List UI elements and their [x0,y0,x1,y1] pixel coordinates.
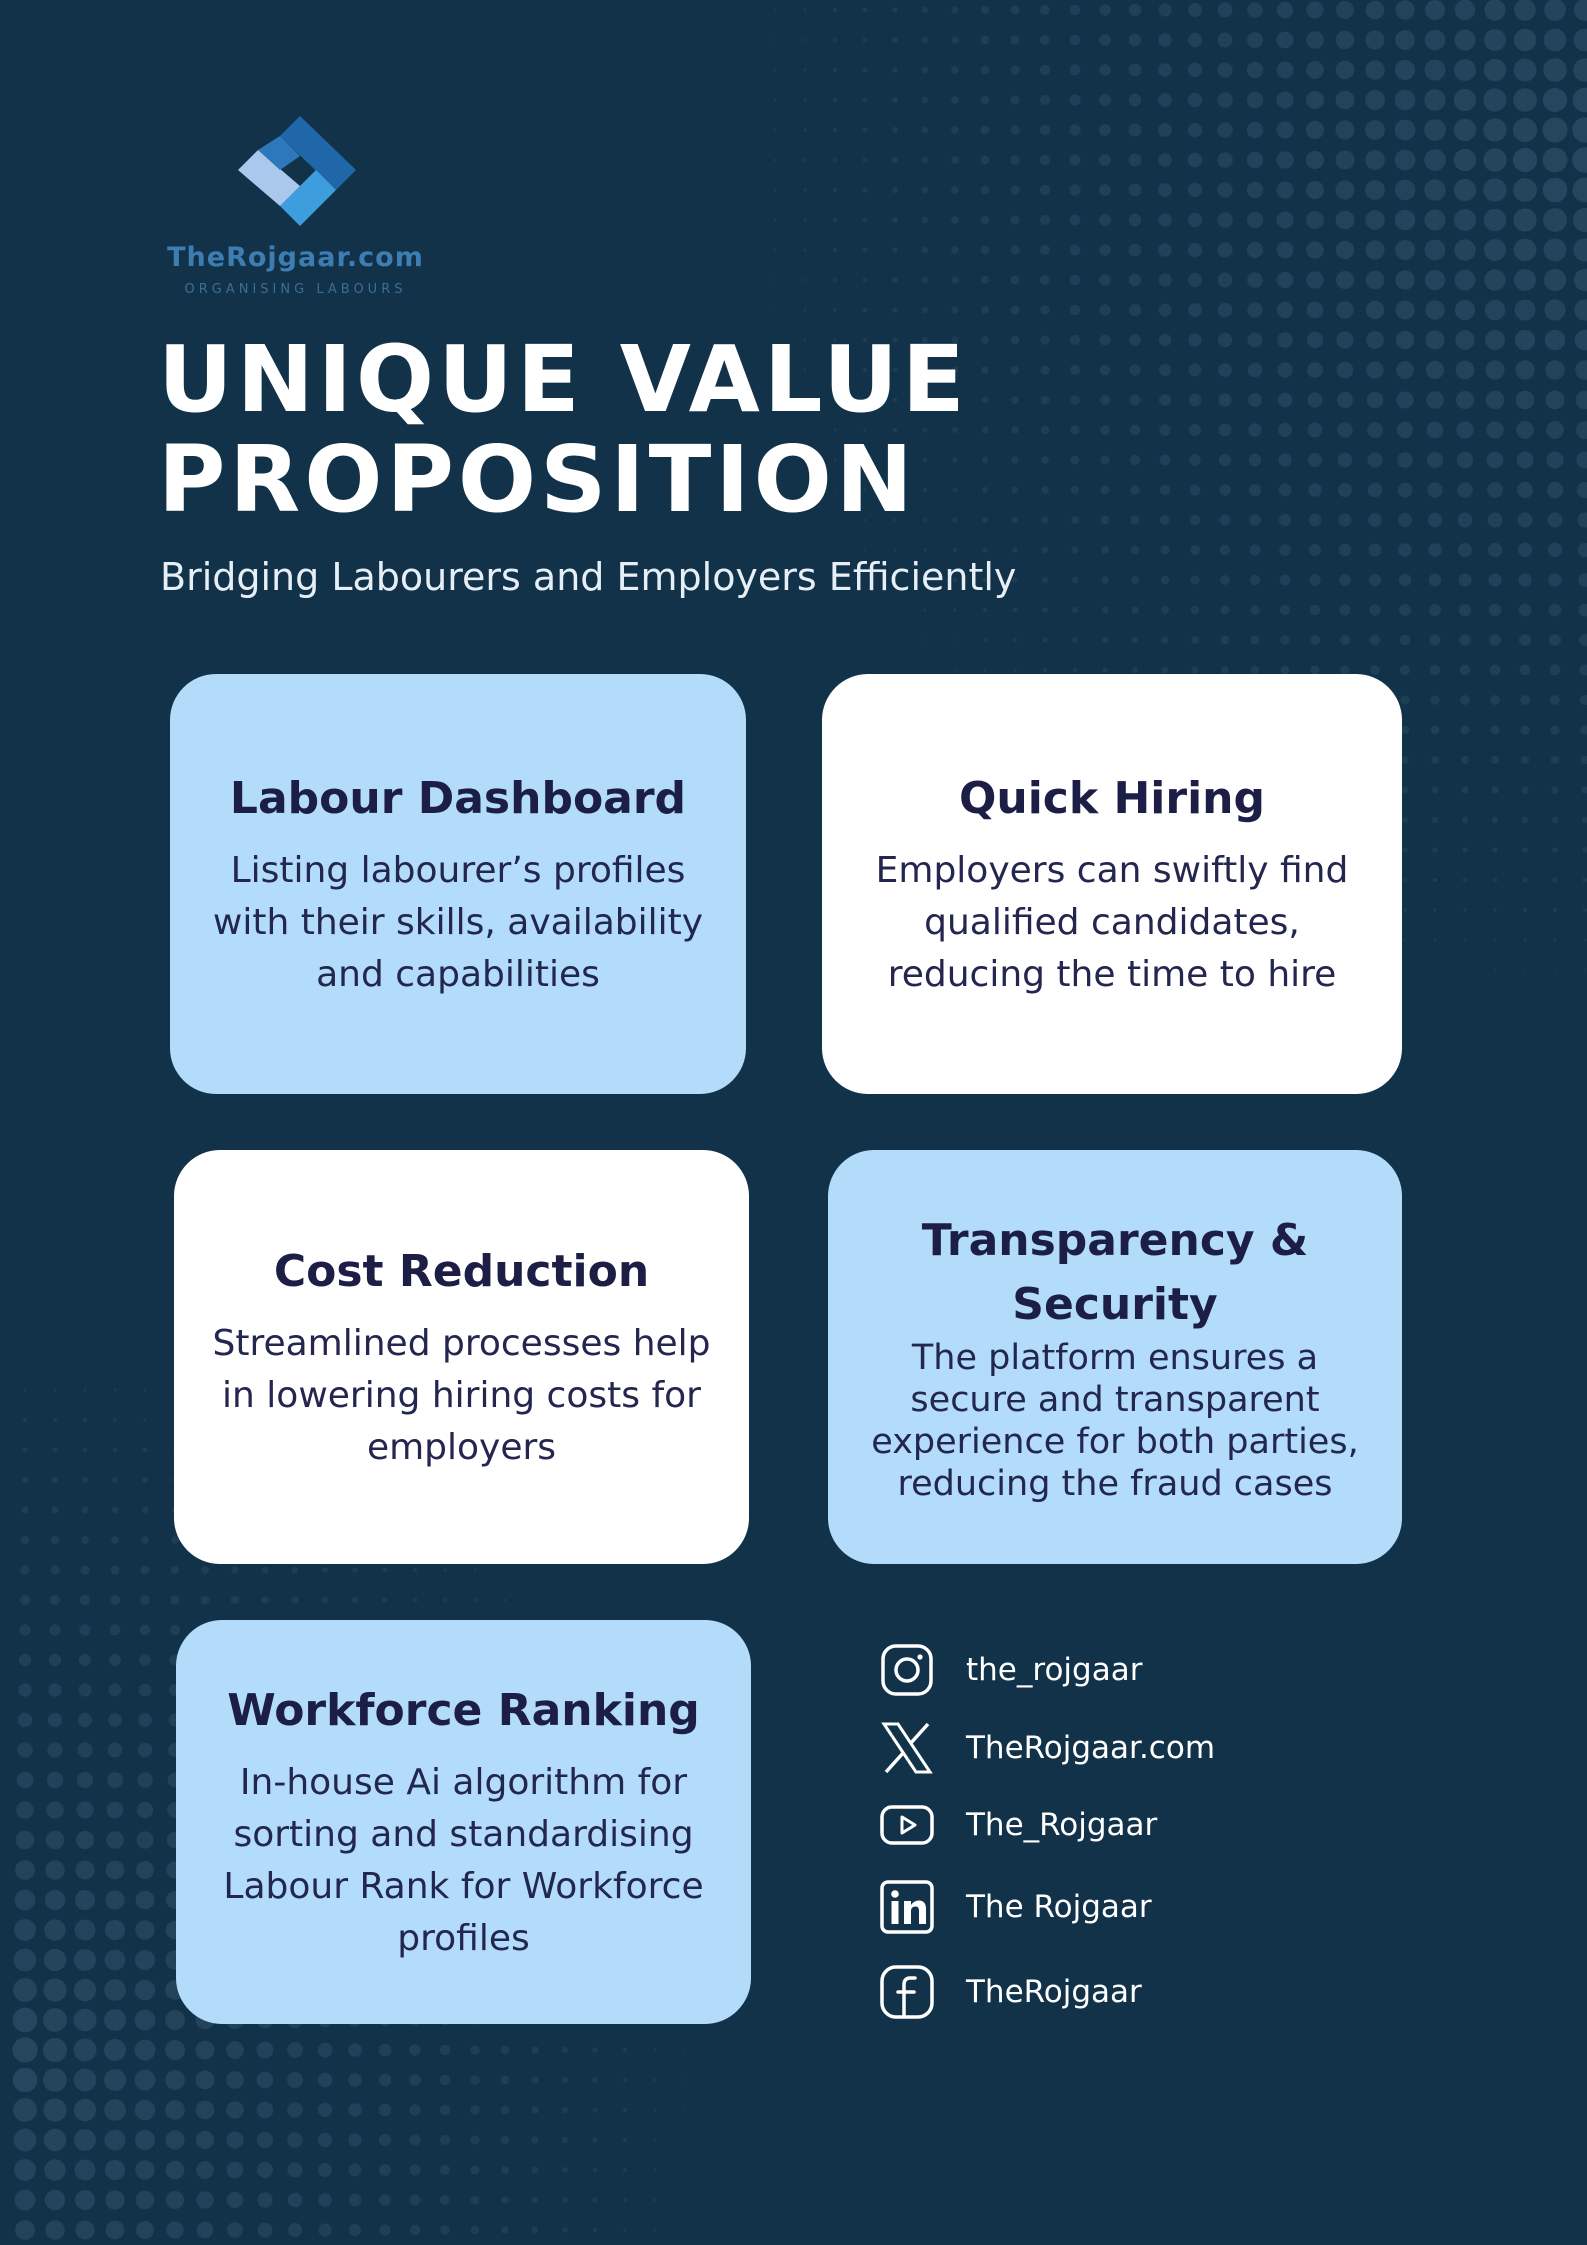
social-handle: The Rojgaar [966,1889,1152,1925]
rojgaar-logo-icon [238,116,356,226]
x-icon [881,1722,933,1774]
social-handle: the_rojgaar [966,1652,1143,1688]
brand-tagline: ORGANISING LABOURS [184,282,407,297]
card-title: Workforce Ranking [227,1685,700,1736]
page-subtitle: Bridging Labourers and Employers Efficie… [160,555,1017,599]
card-title: Cost Reduction [273,1246,650,1297]
brand-name: TheRojgaar.com [167,242,424,273]
card-text: The platform ensures a secure and transp… [871,1338,1359,1504]
card-transparency-security: Transparency & Security The platform ens… [828,1150,1402,1564]
social-handle: TheRojgaar [966,1974,1142,2010]
brand-logo: TheRojgaar.com ORGANISING LABOURS [158,112,433,302]
card-quick-hiring: Quick Hiring Employers can swiftly find … [822,674,1402,1094]
linkedin-icon [880,1880,934,1934]
instagram-icon [881,1644,933,1696]
youtube-icon [880,1805,934,1845]
page-title: UNIQUE VALUE PROPOSITION [158,330,969,530]
page-title-line-2: PROPOSITION [158,426,917,533]
social-youtube-link[interactable]: The_Rojgaar [878,1795,1157,1855]
card-text: Streamlined processes help in lowering h… [212,1323,711,1468]
social-facebook-link[interactable]: TheRojgaar [878,1962,1142,2022]
card-text: Listing labourer’s profiles with their s… [212,850,704,995]
social-handle: TheRojgaar.com [966,1730,1216,1766]
social-instagram-link[interactable]: the_rojgaar [878,1640,1142,1700]
card-workforce-ranking: Workforce Ranking In-house Ai algorithm … [176,1620,751,2024]
social-x-link[interactable]: TheRojgaar.com [878,1718,1215,1778]
card-title: Transparency & Security [921,1215,1309,1330]
card-text: In-house Ai algorithm for sorting and st… [223,1762,704,1959]
card-labour-dashboard: Labour Dashboard Listing labourer’s prof… [170,674,746,1094]
social-linkedin-link[interactable]: The Rojgaar [878,1877,1152,1937]
facebook-icon [880,1965,934,2019]
card-title: Quick Hiring [959,773,1265,824]
card-text: Employers can swiftly find qualified can… [875,850,1349,995]
social-handle: The_Rojgaar [966,1807,1158,1843]
page-title-line-1: UNIQUE VALUE [158,326,969,433]
card-cost-reduction: Cost Reduction Streamlined processes hel… [174,1150,749,1564]
card-title: Labour Dashboard [229,773,687,824]
